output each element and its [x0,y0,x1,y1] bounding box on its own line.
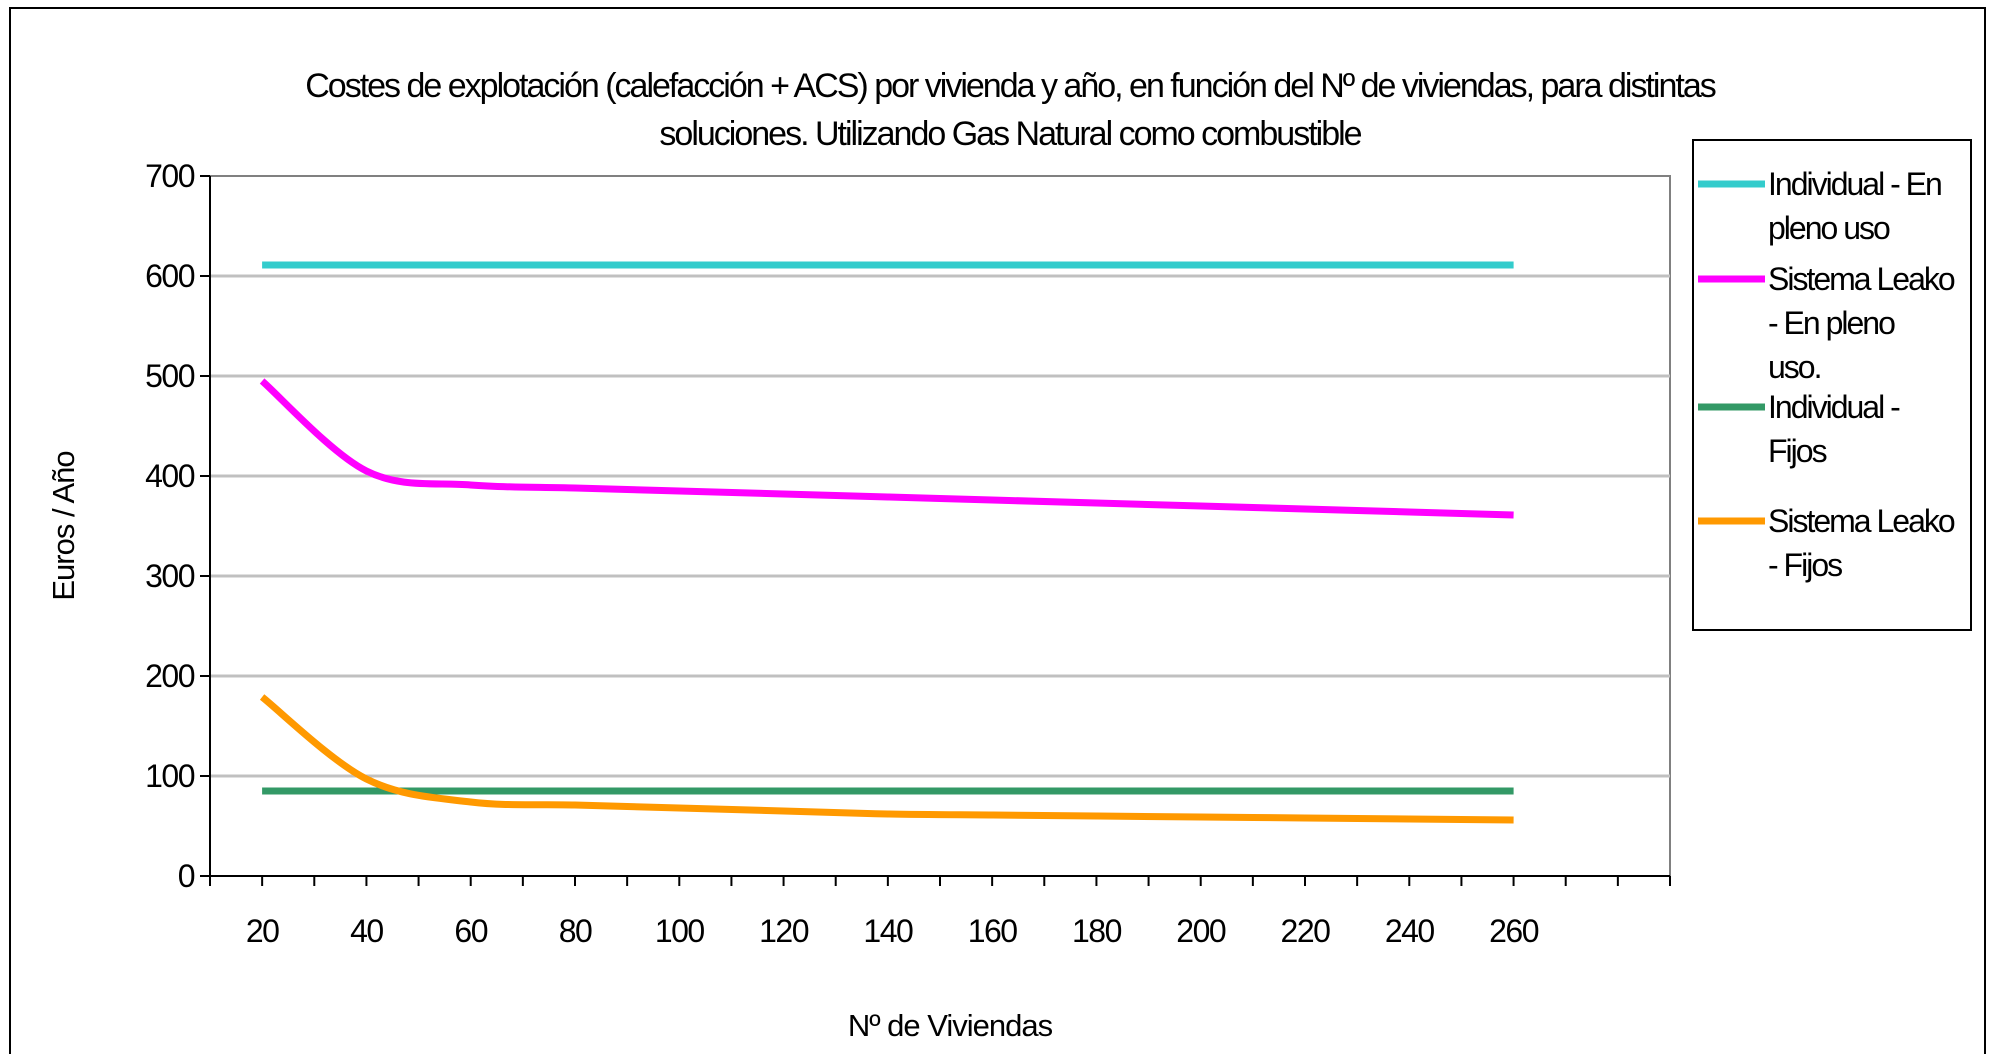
series-lines [259,261,1514,824]
x-tick-label: 200 [1176,913,1226,949]
legend-label: uso. [1768,349,1820,385]
legend-label: pleno uso [1768,210,1890,246]
legend-frame [1692,139,1972,631]
legend-entry-individual-en-pleno-uso: Individual - En pleno uso [1698,166,1943,246]
x-axis: 20 40 60 80 100 120 140 160 180 200 220 240 260 [209,875,1671,949]
legend-label: Fijos [1768,433,1827,469]
x-tick-label: 100 [655,913,705,949]
x-tick-label: 20 [246,913,279,949]
legend-label: Individual - [1768,389,1900,425]
legend-entry-sistema-leako-en-pleno-uso: Sistema Leako - En pleno uso. [1698,261,1957,385]
x-tick-label: 180 [1072,913,1122,949]
y-tick-label: 200 [145,658,195,694]
legend-label: Sistema Leako [1768,503,1955,539]
legend-entry-individual-fijos: Individual - Fijos [1698,389,1902,469]
x-tick-label: 160 [968,913,1018,949]
series-line-sistema-leako-en-pleno-uso [259,378,1514,519]
legend-label: Sistema Leako [1768,261,1955,297]
y-axis-title: Euros / Año [46,451,81,600]
legend-label: Individual - En [1768,166,1941,202]
x-tick-label: 220 [1281,913,1331,949]
x-axis-title: Nº de Viviendas [848,1008,1053,1043]
y-tick-label: 700 [145,158,195,194]
legend: Individual - En pleno uso Sistema Leako - E… [1692,139,1972,631]
x-tick-label: 140 [863,913,913,949]
y-tick-label: 0 [178,858,195,894]
y-tick-label: 100 [145,758,195,794]
x-tick-label: 80 [559,913,592,949]
legend-label: - En pleno [1768,305,1895,341]
gridlines [210,274,1670,778]
y-tick-label: 300 [145,558,195,594]
x-tick-label: 60 [454,913,487,949]
y-tick-label: 400 [145,458,195,494]
y-tick-label: 600 [145,258,195,294]
chart-title-line-1: Costes de explotación (calefacción + ACS… [305,67,1716,105]
legend-label: - Fijos [1768,547,1842,583]
x-tick-label: 240 [1385,913,1435,949]
x-tick-label: 120 [759,913,809,949]
legend-entry-sistema-leako-fijos: Sistema Leako - Fijos [1698,503,1957,583]
x-tick-label: 260 [1489,913,1539,949]
y-tick-label: 500 [145,358,195,394]
x-tick-label: 40 [350,913,383,949]
y-axis: 0 100 200 300 400 500 600 700 [145,158,211,894]
series-line-sistema-leako-fijos [259,694,1514,824]
chart-title: Costes de explotación (calefacción + ACS… [305,67,1718,153]
plot-area [209,175,1671,877]
chart-title-line-2: soluciones. Utilizando Gas Natural como … [659,115,1361,153]
